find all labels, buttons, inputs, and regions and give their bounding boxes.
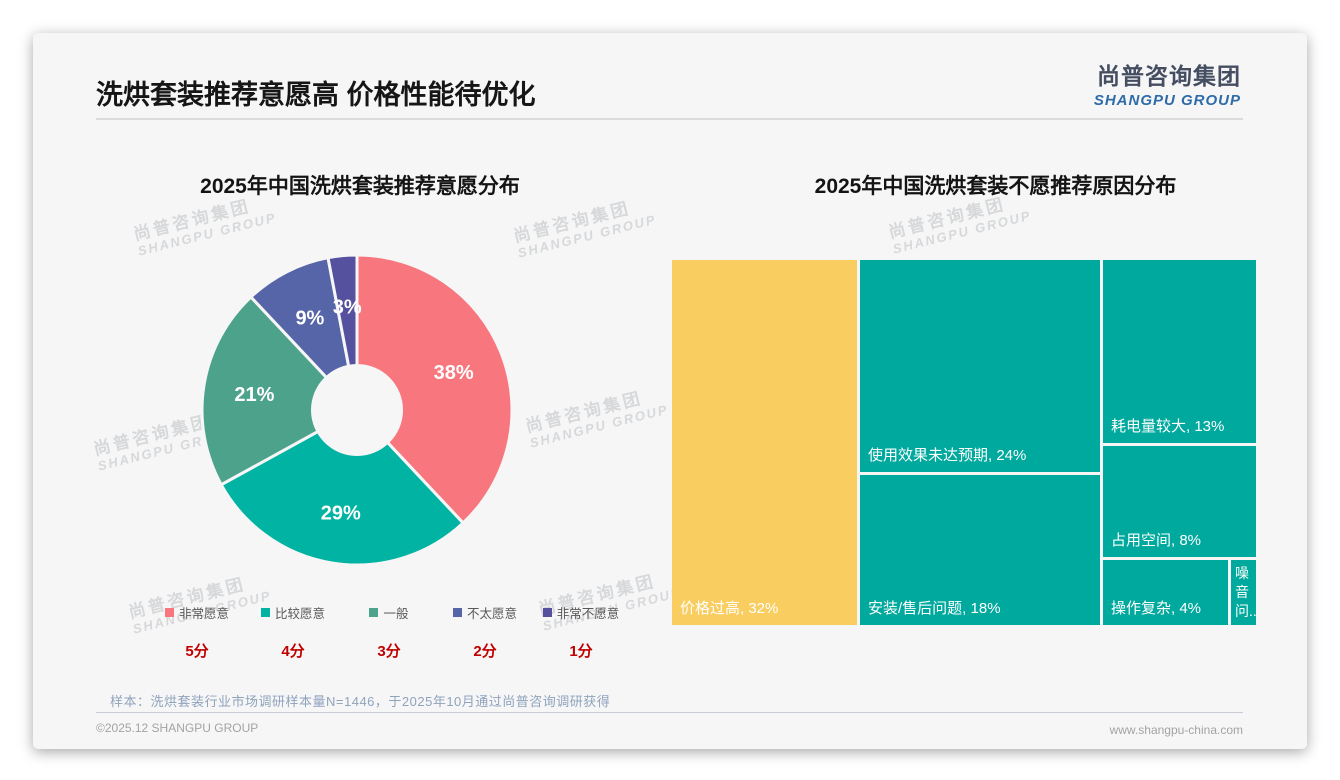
legend-marker-icon [260,608,270,617]
company-logo: 尚普咨询集团 SHANGPU GROUP [1094,57,1241,109]
footer-divider [96,712,1243,713]
legend-label: 非常愿意 [178,607,229,621]
legend-item-1: 比较愿意 [245,603,341,622]
legend-label: 非常不愿意 [556,607,620,621]
copyright-text: ©2025.12 SHANGPU GROUP [96,721,259,735]
treemap-cell-5: 操作复杂, 4% [1103,560,1228,625]
pie-slice-3 [249,256,359,412]
treemap-cell-label: 噪音问.. [1235,565,1257,619]
treemap-cell-label: 占用空间, 8% [1111,532,1202,549]
donut-chart-svg: 38% 29% 21% 9% 3% [200,253,514,567]
legend-marker-icon [542,608,552,617]
pie-chart-title: 2025年中国洗烘套装推荐意愿分布 [200,175,520,198]
treemap-cell-label: 操作复杂, 4% [1111,600,1202,617]
treemap-cell-0: 价格过高, 32% [672,260,857,625]
pie-data-label-2: 21% [234,384,274,406]
pie-data-label-4: 3% [333,297,362,319]
treemap-cell-2: 安装/售后问题, 18% [860,475,1100,625]
pie-score-row: 5分 4分 3分 2分 1分 [149,640,629,661]
legend-item-4: 非常不愿意 [533,603,629,622]
legend-marker-icon [452,608,462,617]
legend-item-3: 不太愿意 [437,603,533,622]
pie-legend: 非常愿意 比较愿意 一般 不太愿意 非常不愿意 [149,603,629,622]
pie-slice-1 [219,408,465,567]
logo-chinese-text: 尚普咨询集团 [1097,63,1241,89]
score-label-3: 2分 [473,643,497,660]
treemap-cell-4: 占用空间, 8% [1103,446,1256,557]
legend-label: 一般 [383,607,409,621]
legend-label: 不太愿意 [466,607,517,621]
pie-slice-0 [355,253,514,525]
score-label-2: 3分 [377,643,401,660]
treemap-cell-label: 价格过高, 32% [680,600,779,617]
pie-slice-2 [200,295,359,487]
content-layer: 洗烘套装推荐意愿高 价格性能待优化 尚普咨询集团 SHANGPU GROUP 2… [33,33,1307,749]
donut-hole [311,364,403,456]
pie-data-label-1: 29% [321,503,361,525]
score-label-1: 4分 [281,643,305,660]
legend-label: 比较愿意 [274,607,325,621]
pie-data-label-0: 38% [434,362,474,384]
title-divider [96,118,1243,120]
score-label-4: 1分 [569,643,593,660]
legend-marker-icon [164,608,174,617]
score-label-0: 5分 [185,643,209,660]
logo-english-text: SHANGPU GROUP [1093,92,1241,109]
treemap-chart: 价格过高, 32% 使用效果未达预期, 24% 安装/售后问题, 18% 耗电量较大,… [672,260,1257,625]
legend-marker-icon [369,608,379,617]
treemap-cell-6: 噪音问.. [1231,560,1257,625]
legend-item-2: 一般 [341,603,437,622]
treemap-cell-3: 耗电量较大, 13% [1103,260,1256,443]
treemap-cell-label: 安装/售后问题, 18% [868,600,1001,617]
donut-chart: 38% 29% 21% 9% 3% [197,250,517,570]
treemap-chart-title: 2025年中国洗烘套装不愿推荐原因分布 [814,175,1177,198]
sample-note: 样本：洗烘套装行业市场调研样本量N=1446，于2025年10月通过尚普咨询调研… [110,694,611,709]
treemap-cell-1: 使用效果未达预期, 24% [860,260,1100,472]
website-text: www.shangpu-china.com [1109,723,1243,737]
legend-item-0: 非常愿意 [149,603,245,622]
slide-card: 尚普咨询集团 SHANGPU GROUP 尚普咨询集团 SHANGPU GROUP 尚普… [33,33,1307,749]
treemap-cell-label: 使用效果未达预期, 24% [868,447,1027,464]
pie-data-label-3: 9% [295,308,324,330]
treemap-cell-label: 耗电量较大, 13% [1111,418,1225,435]
page-title: 洗烘套装推荐意愿高 价格性能待优化 [96,80,536,110]
